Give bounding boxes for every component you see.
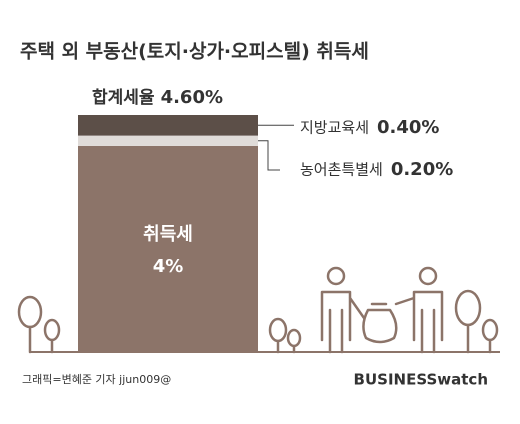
- total-label: 4.60%: [161, 87, 223, 108]
- bar-segment: [78, 115, 258, 136]
- leader-line: [258, 140, 280, 171]
- credit: 그래픽=변혜준 기자 jjun009@: [22, 373, 171, 386]
- total-name: 합계세율: [92, 87, 155, 108]
- segment-name: 농어촌특별세: [300, 161, 383, 179]
- logo: BUSINESSwatch: [354, 371, 488, 389]
- value-label: 0.20%: [391, 159, 453, 180]
- value-label: 4%: [153, 256, 184, 277]
- bar-segment: [78, 135, 258, 146]
- segment-name: 지방교육세: [300, 119, 369, 137]
- decoration: [17, 266, 500, 354]
- segment-name: 취득세: [143, 224, 193, 245]
- chart-title: 주택 외 부동산(토지·상가·오피스텔) 취득세: [20, 41, 369, 63]
- value-label: 0.40%: [377, 117, 439, 138]
- bar-segment: [78, 145, 258, 352]
